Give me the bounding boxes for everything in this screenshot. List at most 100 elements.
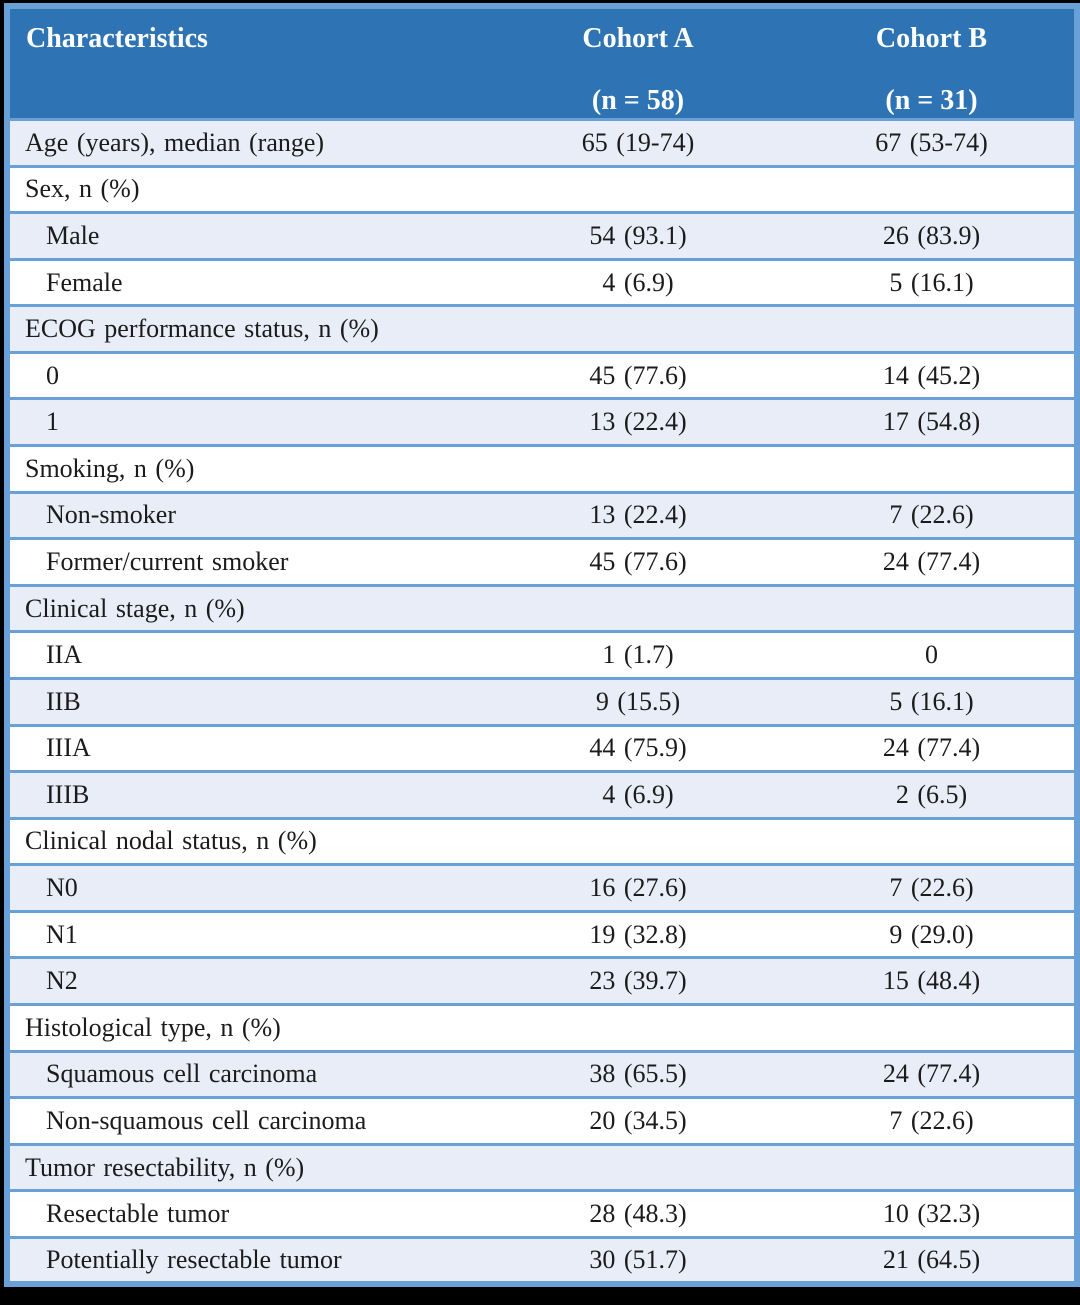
cohort-a-value: 45 (77.6) — [487, 350, 789, 399]
table-row: Squamous cell carcinoma 38 (65.5) 24 (77.4… — [7, 1049, 1077, 1098]
header-cohort-b: Cohort B (n = 31) — [789, 6, 1077, 121]
cohort-a-value: 44 (75.9) — [487, 723, 789, 772]
cohort-b-value: 17 (54.8) — [789, 397, 1077, 446]
cohort-a-value — [487, 1142, 789, 1191]
section-label: Clinical stage, n (%) — [7, 583, 487, 632]
row-label: N2 — [7, 956, 487, 1005]
section-row: Tumor resectability, n (%) — [7, 1142, 1077, 1191]
table-row: IIIB 4 (6.9) 2 (6.5) — [7, 770, 1077, 819]
section-row: ECOG performance status, n (%) — [7, 304, 1077, 353]
section-row: Clinical nodal status, n (%) — [7, 816, 1077, 865]
row-label: Male — [7, 211, 487, 260]
row-label: Resectable tumor — [7, 1189, 487, 1238]
cohort-a-value — [487, 583, 789, 632]
row-label: Female — [7, 257, 487, 306]
header-cohort-a-n: (n = 58) — [591, 85, 685, 116]
cohort-b-value: 10 (32.3) — [789, 1189, 1077, 1238]
table-row: IIB 9 (15.5) 5 (16.1) — [7, 676, 1077, 726]
cohort-b-value: 7 (22.6) — [789, 863, 1077, 912]
cohort-a-value — [487, 816, 789, 865]
cohort-a-value: 38 (65.5) — [487, 1049, 789, 1098]
table-row: Non-squamous cell carcinoma 20 (34.5) 7 (2… — [7, 1096, 1077, 1145]
cohort-a-value: 23 (39.7) — [487, 956, 789, 1005]
cohort-b-value: 7 (22.6) — [789, 490, 1077, 539]
header-characteristics-label: Characteristics — [26, 23, 208, 54]
cohort-a-value: 20 (34.5) — [487, 1096, 789, 1145]
section-label: Smoking, n (%) — [7, 444, 487, 493]
table-row: 0 45 (77.6) 14 (45.2) — [7, 350, 1077, 399]
row-label: Potentially resectable tumor — [7, 1235, 487, 1284]
section-label: Clinical nodal status, n (%) — [7, 816, 487, 865]
row-label: N0 — [7, 863, 487, 912]
patient-characteristics-table: Characteristics Cohort A (n = 58) Cohort… — [4, 3, 1080, 1287]
cohort-a-value: 9 (15.5) — [487, 676, 789, 726]
section-row: Clinical stage, n (%) — [7, 583, 1077, 632]
table-row: N2 23 (39.7) 15 (48.4) — [7, 956, 1077, 1005]
cohort-b-value: 2 (6.5) — [789, 770, 1077, 819]
cohort-b-value: 0 — [789, 630, 1077, 679]
cohort-b-value: 67 (53-74) — [789, 118, 1077, 167]
cohort-b-value: 26 (83.9) — [789, 211, 1077, 260]
section-label: Sex, n (%) — [7, 164, 487, 213]
header-cohort-b-n: (n = 31) — [885, 85, 978, 116]
row-label: Age (years), median (range) — [7, 118, 487, 167]
cohort-b-value: 24 (77.4) — [789, 723, 1077, 772]
row-label: IIA — [7, 630, 487, 679]
table-header-row: Characteristics Cohort A (n = 58) Cohort… — [7, 6, 1077, 121]
cohort-b-value — [789, 1142, 1077, 1191]
cohort-a-value: 16 (27.6) — [487, 863, 789, 912]
cohort-a-value — [487, 1002, 789, 1052]
row-label: 0 — [7, 350, 487, 399]
section-row: Histological type, n (%) — [7, 1002, 1077, 1052]
cohort-a-value: 13 (22.4) — [487, 397, 789, 446]
table-row: N1 19 (32.8) 9 (29.0) — [7, 909, 1077, 958]
row-label: Squamous cell carcinoma — [7, 1049, 487, 1098]
section-row: Smoking, n (%) — [7, 444, 1077, 493]
cohort-a-value: 4 (6.9) — [487, 770, 789, 819]
table-row: 1 13 (22.4) 17 (54.8) — [7, 397, 1077, 446]
cohort-b-value — [789, 816, 1077, 865]
cohort-b-value — [789, 1002, 1077, 1052]
cohort-b-value: 21 (64.5) — [789, 1235, 1077, 1284]
cohort-a-value: 45 (77.6) — [487, 537, 789, 586]
table-row: Non-smoker 13 (22.4) 7 (22.6) — [7, 490, 1077, 539]
cohort-b-value — [789, 164, 1077, 213]
table-row: Former/current smoker 45 (77.6) 24 (77.4) — [7, 537, 1077, 586]
header-cohort-a: Cohort A (n = 58) — [487, 6, 789, 121]
row-label: 1 — [7, 397, 487, 446]
cohort-a-value: 54 (93.1) — [487, 211, 789, 260]
table-row: Age (years), median (range) 65 (19-74) 67 … — [7, 118, 1077, 167]
cohort-b-value: 24 (77.4) — [789, 1049, 1077, 1098]
cohort-a-value: 13 (22.4) — [487, 490, 789, 539]
row-label: IIB — [7, 676, 487, 726]
table-row: Resectable tumor 28 (48.3) 10 (32.3) — [7, 1189, 1077, 1238]
cohort-b-value: 15 (48.4) — [789, 956, 1077, 1005]
header-cohort-b-label: Cohort B — [875, 23, 988, 54]
header-cohort-a-label: Cohort A — [582, 23, 694, 54]
cohort-b-value: 9 (29.0) — [789, 909, 1077, 958]
table-row: N0 16 (27.6) 7 (22.6) — [7, 863, 1077, 912]
row-label: N1 — [7, 909, 487, 958]
cohort-a-value: 19 (32.8) — [487, 909, 789, 958]
table-row: IIIA 44 (75.9) 24 (77.4) — [7, 723, 1077, 772]
cohort-b-value: 5 (16.1) — [789, 676, 1077, 726]
table-row: Potentially resectable tumor 30 (51.7) 21 … — [7, 1235, 1077, 1284]
row-label: Non-smoker — [7, 490, 487, 539]
section-label: Histological type, n (%) — [7, 1002, 487, 1052]
header-characteristics: Characteristics — [7, 6, 487, 121]
row-label: IIIA — [7, 723, 487, 772]
cohort-a-value: 30 (51.7) — [487, 1235, 789, 1284]
cohort-a-value: 28 (48.3) — [487, 1189, 789, 1238]
cohort-b-value — [789, 444, 1077, 493]
section-label: ECOG performance status, n (%) — [7, 304, 487, 353]
table-row: IIA 1 (1.7) 0 — [7, 630, 1077, 679]
cohort-a-value — [487, 164, 789, 213]
section-row: Sex, n (%) — [7, 164, 1077, 213]
cohort-a-value: 4 (6.9) — [487, 257, 789, 306]
row-label: Non-squamous cell carcinoma — [7, 1096, 487, 1145]
table-body: Age (years), median (range) 65 (19-74) 67 … — [7, 118, 1077, 1284]
table-row: Male 54 (93.1) 26 (83.9) — [7, 211, 1077, 260]
cohort-a-value: 65 (19-74) — [487, 118, 789, 167]
table-row: Female 4 (6.9) 5 (16.1) — [7, 257, 1077, 306]
